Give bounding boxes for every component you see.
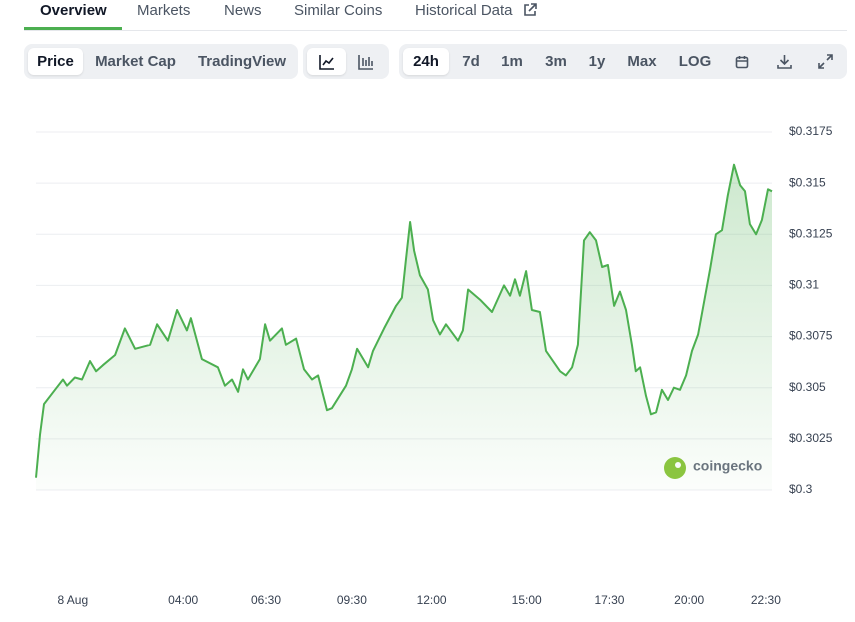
x-tick-label: 15:00 [512, 593, 542, 607]
download-button[interactable] [769, 48, 799, 75]
y-tick-label: $0.3 [789, 482, 813, 496]
line-chart-button[interactable] [307, 48, 346, 75]
y-tick-label: $0.315 [789, 175, 826, 189]
range-group: 24h 7d 1m 3m 1y Max LOG [399, 44, 847, 79]
tab[interactable]: Overview [40, 2, 107, 19]
download-icon [776, 55, 792, 69]
y-tick-label: $0.3025 [789, 431, 833, 445]
x-tick-label: 06:30 [251, 593, 281, 607]
tab[interactable]: Similar Coins [294, 2, 383, 19]
calendar-icon [735, 56, 749, 69]
x-tick-label: 04:00 [168, 593, 198, 607]
external-link-icon [524, 3, 537, 16]
view-group: Price Market Cap TradingView [24, 44, 298, 79]
range-button[interactable]: 1y [588, 53, 606, 70]
fullscreen-button[interactable] [810, 48, 840, 75]
expand-icon [817, 54, 833, 69]
range-button[interactable]: 24h [403, 48, 449, 75]
price-line [35, 163, 773, 478]
y-tick-label: $0.3075 [789, 329, 833, 343]
x-tick-label: 22:30 [751, 593, 781, 607]
tab[interactable]: Historical Data [415, 2, 513, 19]
x-tick-label: 09:30 [337, 593, 367, 607]
x-tick-label: 20:00 [674, 593, 704, 607]
area-fill [36, 164, 772, 490]
price-chart: coingecko $0.3$0.3025$0.305$0.3075$0.31$… [35, 124, 833, 607]
calendar-button[interactable] [727, 48, 757, 75]
tab[interactable]: News [224, 2, 262, 19]
x-tick-label: 8 Aug [57, 593, 88, 607]
chart-style-group [303, 44, 389, 79]
range-button[interactable]: 3m [545, 53, 567, 70]
range-button[interactable]: LOG [678, 53, 712, 70]
line-icon [318, 55, 334, 70]
range-button[interactable]: 1m [501, 53, 523, 70]
view-button[interactable]: Price [28, 48, 83, 75]
y-tick-label: $0.31 [789, 278, 819, 292]
candle-icon [358, 55, 373, 70]
tab[interactable]: Markets [137, 2, 191, 19]
range-button[interactable]: Max [627, 53, 657, 70]
x-tick-label: 12:00 [417, 593, 447, 607]
y-tick-label: $0.3175 [789, 124, 833, 138]
view-button[interactable]: TradingView [197, 53, 287, 70]
candle-chart-button[interactable] [347, 48, 385, 75]
y-tick-label: $0.305 [789, 380, 826, 394]
view-button[interactable]: Market Cap [95, 53, 176, 70]
active-tab-indicator [24, 27, 122, 30]
range-button[interactable]: 7d [462, 53, 480, 70]
y-tick-label: $0.3125 [789, 226, 833, 240]
x-tick-label: 17:30 [594, 593, 624, 607]
tab-bar: Overview Markets News Similar Coins Hist… [24, 0, 847, 31]
